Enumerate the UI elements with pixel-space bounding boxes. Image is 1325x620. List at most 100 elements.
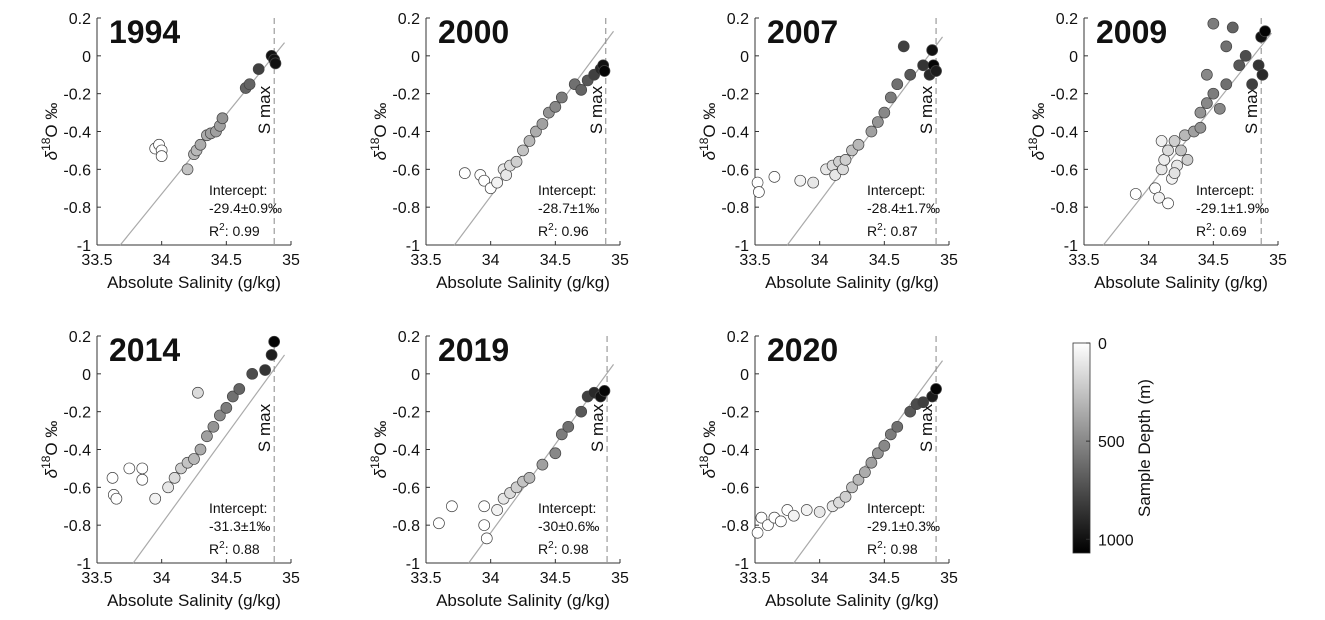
y-tick-label: -0.2 [392,405,420,422]
smax-label: S max [587,85,606,134]
point [755,511,768,524]
y-label-sup: 18 [39,455,53,469]
point [549,101,562,113]
intercept-label: Intercept: [538,500,596,516]
intercept-value: -29.1±0.3‰ [867,518,940,534]
r2-sup: 2 [877,222,883,233]
y-label-rest: O ‰ [42,103,61,138]
point [917,396,929,409]
r2-value: : 0.88 [225,541,260,557]
point [1162,144,1174,157]
point [891,78,904,91]
point [897,40,910,53]
point [575,84,588,96]
panel: -1 -0.8 -0.6 -0.4 -0.2 0 0.2 33.5 34 34.5 35Absolu… [39,11,300,292]
y-tick-label: -1 [77,238,91,255]
r2-text: R2: 0.96 [538,222,589,239]
x-tick-label: 34 [153,570,171,587]
y-axis-label: δ18O ‰ [39,421,61,479]
fit-line [786,36,944,246]
point [110,492,123,505]
smax-label: S max [255,85,274,134]
y-tick-label: -0.2 [721,405,749,422]
point [787,509,800,522]
y-tick-label: -0.2 [392,87,420,104]
intercept-value: -30±0.6‰ [538,518,599,534]
point [1220,78,1233,91]
point [762,519,774,532]
x-axis-label: Absolute Salinity (g/kg) [107,273,281,292]
r2-text: R2: 0.99 [209,222,260,239]
x-tick-label: 34 [482,570,500,587]
y-axis-label: δ18O ‰ [368,103,390,161]
y-tick-label: 0.2 [398,329,420,346]
y-label-rest: O ‰ [1029,103,1048,138]
x-tick-label: 34.5 [211,570,242,587]
intercept-label: Intercept: [867,182,925,198]
x-tick-label: 33.5 [81,252,112,269]
intercept-value: -29.4±0.9‰ [209,200,282,216]
r2-value: : 0.96 [554,223,589,239]
r2-label: R [867,541,877,557]
x-tick-label: 34 [153,252,171,269]
x-tick-label: 33.5 [81,570,112,587]
r2-label: R [1196,223,1206,239]
r2-text: R2: 0.69 [1196,222,1247,239]
point [517,144,529,157]
point [598,65,611,77]
y-tick-label: 0 [1069,49,1078,66]
intercept-value: -31.3±1‰ [209,518,270,534]
y-label-sup: 18 [1026,137,1040,151]
r2-label: R [538,223,548,239]
y-label-rest: O ‰ [371,421,390,456]
point [884,428,897,441]
point [872,447,884,460]
point [478,519,491,532]
y-tick-label: -0.2 [1050,87,1078,104]
r2-sup: 2 [219,222,225,233]
x-axis-label: Absolute Salinity (g/kg) [436,591,610,610]
r2-label: R [209,541,219,557]
point [891,420,904,433]
y-tick-label: 0.2 [727,329,749,346]
point [839,490,852,503]
point [523,472,536,484]
fit-line [132,354,286,564]
point [194,138,207,151]
point [1233,59,1246,72]
point [530,125,542,138]
point [192,386,204,399]
y-tick-label: -0.4 [392,125,420,142]
title: 2000 [438,14,509,50]
point [884,91,897,104]
colorbar-tick-label: 1000 [1098,532,1134,549]
y-axis-label: δ18O ‰ [39,103,61,161]
point [800,504,813,516]
r2-sup: 2 [548,222,554,233]
x-tick-label: 33.5 [1068,252,1099,269]
y-label-delta: δ [42,468,61,478]
point [1162,197,1174,210]
point [1168,167,1181,179]
x-tick-label: 33.5 [739,570,770,587]
point [123,462,136,475]
title: 1994 [109,14,180,50]
smax-label: S max [917,85,936,134]
y-axis-label: δ18O ‰ [697,421,719,479]
r2-text: R2: 0.88 [209,540,260,557]
x-tick-label: 35 [940,252,958,269]
y-label-delta: δ [371,468,390,478]
point [775,515,787,528]
y-tick-label: -0.8 [392,200,420,217]
y-tick-label: -0.4 [392,443,420,460]
point [1246,78,1258,91]
y-axis-label: δ18O ‰ [697,103,719,161]
point [433,517,445,530]
y-tick-label: -0.6 [721,162,749,179]
r2-text: R2: 0.98 [867,540,918,557]
y-label-delta: δ [1029,150,1048,160]
point [904,68,917,81]
y-label-rest: O ‰ [42,421,61,456]
x-axis-label: Absolute Salinity (g/kg) [107,591,281,610]
y-tick-label: 0 [411,49,420,66]
